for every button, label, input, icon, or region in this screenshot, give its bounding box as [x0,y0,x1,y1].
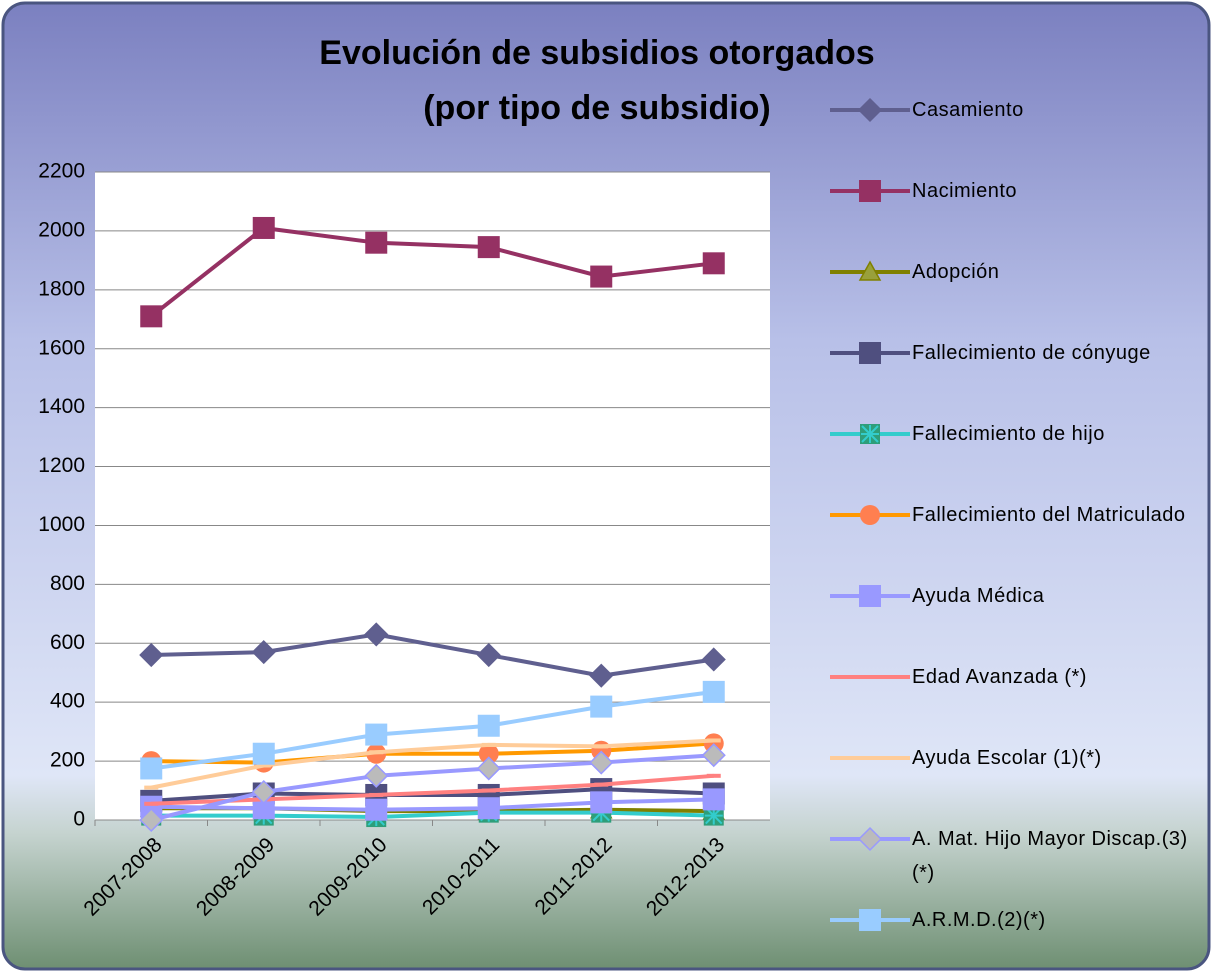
y-tick-label: 1200 [38,454,85,477]
marker [477,797,500,820]
marker [481,788,496,793]
marker [140,305,163,328]
y-tick-label: 1800 [38,277,85,300]
marker [859,342,881,364]
marker [590,791,613,814]
marker [252,742,275,765]
marker [702,252,725,275]
marker [369,792,384,797]
marker [701,743,726,768]
marker [706,773,721,778]
series-line [151,797,714,812]
marker [252,216,275,239]
chart-title: Evolución de subsidios otorgados [319,34,874,72]
marker [139,807,164,833]
legend-label: Ayuda Escolar (1)(*) [912,747,1102,769]
marker [858,260,882,281]
legend-label: Fallecimiento del Matriculado [912,504,1186,526]
marker [251,640,276,665]
marker [859,585,881,607]
series-line [150,753,714,822]
legend-label: Fallecimiento de cónyuge [912,342,1151,364]
marker [144,785,159,790]
series-line [151,810,714,820]
series-line [151,632,715,678]
marker [594,782,609,787]
marker [369,750,384,755]
series-line [151,773,714,806]
marker [481,742,496,747]
marker [589,663,614,688]
legend-label: A. Mat. Hijo Mayor Discap.(3)(*) [912,828,1188,884]
marker [702,680,725,703]
marker [365,231,388,254]
marker [140,757,163,780]
marker [706,738,721,743]
marker [863,675,877,679]
series-line [150,689,715,771]
marker [477,714,500,737]
marker [251,779,276,805]
y-tick-label: 200 [50,749,85,772]
series-line [151,741,714,765]
marker [859,180,881,202]
marker [256,763,271,768]
y-tick-label: 400 [50,690,85,713]
y-tick-label: 1600 [38,336,85,359]
marker [860,505,880,525]
y-tick-label: 2000 [38,218,85,241]
marker [252,797,275,820]
marker [702,788,725,811]
y-tick-label: 0 [73,808,85,831]
chart-title: (por tipo de subsidio) [423,89,771,127]
y-tick-label: 800 [50,572,85,595]
y-tick-label: 1400 [38,395,85,418]
marker [364,763,389,788]
marker [365,723,388,746]
series-line [150,225,714,318]
marker [476,642,501,668]
legend-label: A.R.M.D.(2)(*) [912,909,1046,931]
marker [144,801,159,806]
marker [594,744,609,749]
marker [140,795,163,818]
legend-label: Nacimiento [912,180,1018,202]
marker [590,265,613,288]
marker [139,642,164,668]
marker [857,97,883,123]
marker [477,236,500,259]
legend-label: Casamiento [912,99,1024,121]
plot-area [95,172,770,820]
marker [476,756,501,781]
marker [863,756,877,760]
marker [364,622,389,647]
y-tick-label: 1000 [38,513,85,536]
legend-label: Fallecimiento de hijo [912,423,1105,445]
marker [857,826,883,852]
marker [701,647,726,672]
legend-label: Adopción [912,261,1000,283]
marker [590,695,613,718]
marker [860,424,880,444]
series-line [150,738,714,790]
legend-label: Edad Avanzada (*) [912,666,1087,688]
marker [365,798,388,821]
marker [859,909,881,931]
legend-label: Ayuda Médica [912,585,1045,607]
marker [478,743,499,764]
y-tick-label: 600 [50,631,85,654]
y-tick-label: 2200 [38,160,85,183]
marker [589,750,614,775]
